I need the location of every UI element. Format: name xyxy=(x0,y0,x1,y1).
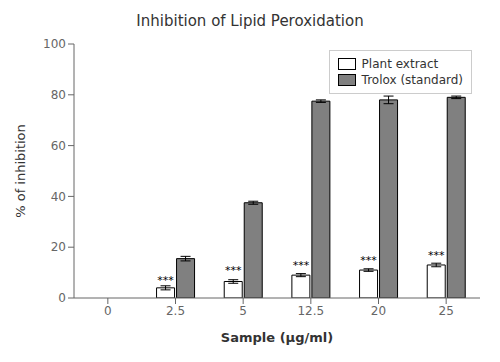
svg-text:60: 60 xyxy=(51,139,66,153)
svg-text:100: 100 xyxy=(43,37,66,51)
svg-text:***: *** xyxy=(360,254,377,267)
svg-text:12.5: 12.5 xyxy=(297,304,324,318)
svg-text:***: *** xyxy=(293,259,310,272)
svg-text:2.5: 2.5 xyxy=(166,304,185,318)
svg-text:0: 0 xyxy=(58,291,66,305)
svg-text:20: 20 xyxy=(51,240,66,254)
html-text:Plant extract: Plant extract xyxy=(361,57,439,71)
svg-text:20: 20 xyxy=(371,304,386,318)
svg-text:***: *** xyxy=(428,249,445,262)
html-text:Inhibition of Lipid Peroxidati: Inhibition of Lipid Peroxidation xyxy=(136,12,364,30)
svg-text:40: 40 xyxy=(51,190,66,204)
svg-text:Sample (μg/ml): Sample (μg/ml) xyxy=(221,330,333,345)
svg-text:% of inhibition: % of inhibition xyxy=(13,124,28,218)
html-text:Trolox (standard): Trolox (standard) xyxy=(361,73,463,87)
svg-text:5: 5 xyxy=(239,304,247,318)
svg-text:***: *** xyxy=(225,264,242,277)
svg-text:0: 0 xyxy=(104,304,112,318)
svg-text:80: 80 xyxy=(51,88,66,102)
svg-text:***: *** xyxy=(157,274,174,287)
svg-text:25: 25 xyxy=(439,304,454,318)
